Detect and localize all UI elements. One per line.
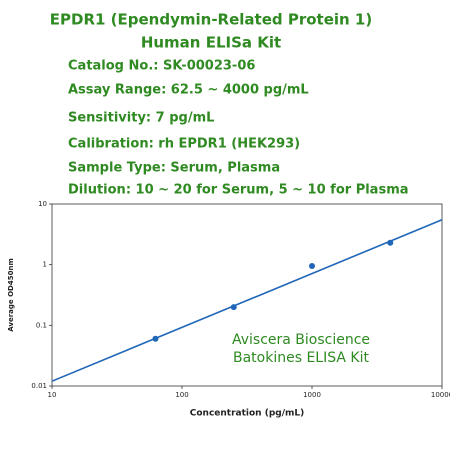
title-line: EPDR1 (Ependymin-Related Protein 1) xyxy=(50,11,372,29)
title-line: Human ELISa Kit xyxy=(141,34,281,52)
data-point xyxy=(230,304,237,311)
x-tick-label: 100 xyxy=(175,391,188,399)
annotation: Aviscera Bioscience xyxy=(232,332,370,348)
x-axis-label: Concentration (pg/mL) xyxy=(190,409,304,419)
detail-line: Calibration: rh EPDR1 (HEK293) xyxy=(68,137,300,152)
x-tick-label: 10 xyxy=(48,391,57,399)
y-tick-label: 10 xyxy=(38,200,47,208)
data-point xyxy=(152,335,159,342)
y-axis-label: Average OD450nm xyxy=(7,258,15,332)
plot-frame xyxy=(51,203,443,387)
x-tick-label: 1000 xyxy=(303,391,321,399)
y-tick-label: 0.1 xyxy=(36,321,47,329)
detail-line: Dilution: 10 ~ 20 for Serum, 5 ~ 10 for … xyxy=(68,183,409,198)
detail-line: Sensitivity: 7 pg/mL xyxy=(68,111,214,126)
y-tick-label: 1 xyxy=(43,261,47,269)
y-tick-label: 0.01 xyxy=(31,382,47,390)
detail-line: Catalog No.: SK-00023-06 xyxy=(68,59,255,74)
data-point xyxy=(387,239,394,246)
data-point xyxy=(309,263,315,270)
annotation: Batokines ELISA Kit xyxy=(233,350,369,366)
detail-line: Sample Type: Serum, Plasma xyxy=(68,161,280,176)
detail-line: Assay Range: 62.5 ~ 4000 pg/mL xyxy=(68,83,309,98)
fit-line xyxy=(51,219,443,382)
